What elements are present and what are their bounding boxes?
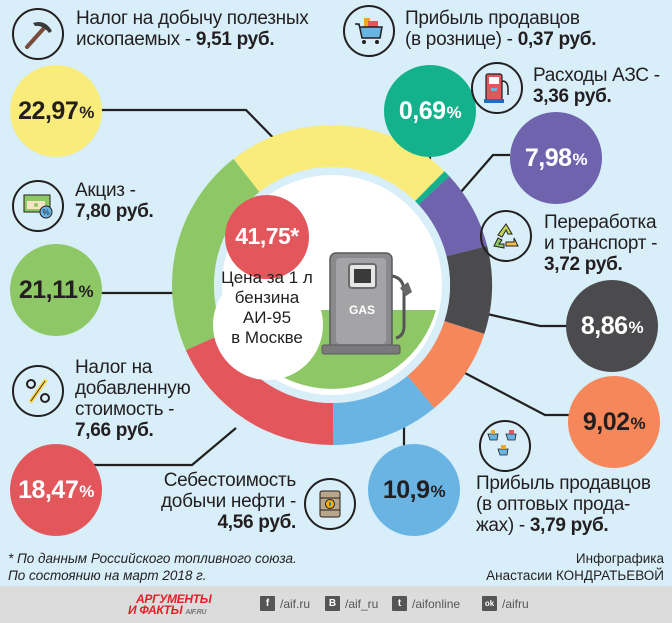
label-mining-tax: Налог на добычу полезных ископаемых - 9,… xyxy=(76,8,309,50)
social-facebook[interactable]: f /aif.ru xyxy=(260,596,310,611)
excise-card-icon: % xyxy=(12,180,64,232)
recycle-icon xyxy=(480,210,532,262)
donut-segment xyxy=(172,158,260,351)
social-twitter[interactable]: t /aifonline xyxy=(392,596,460,611)
pct-circle-mining-tax: 22,97% xyxy=(10,65,102,157)
pct-circle-retail-profit: 0,69% xyxy=(384,65,476,157)
vk-icon: В xyxy=(325,596,340,611)
twitter-icon: t xyxy=(392,596,407,611)
donut-segment xyxy=(418,176,488,257)
donut-segment xyxy=(407,321,485,409)
pickaxe-icon xyxy=(12,8,64,60)
svg-text:%: % xyxy=(42,208,49,217)
facebook-icon: f xyxy=(260,596,275,611)
oil-barrel-icon xyxy=(304,478,356,530)
label-station-costs: Расходы АЗС - 3,36 руб. xyxy=(533,65,660,107)
pct-circle-excise: 21,11% xyxy=(10,244,102,336)
pct-circle-processing: 8,86% xyxy=(566,280,658,372)
pump-label: GAS xyxy=(349,303,375,317)
pct-circle-wholesale-profit: 9,02% xyxy=(568,376,660,468)
label-wholesale-profit: Прибыль продавцов (в оптовых прода- жах)… xyxy=(476,473,651,536)
pct-circle-extraction-cost: 10,9% xyxy=(368,444,460,536)
shopping-cart-icon xyxy=(343,5,395,57)
pct-circle-vat: 18,47% xyxy=(10,444,102,536)
social-odnoklassniki[interactable]: ok /aifru xyxy=(482,596,529,611)
label-excise: Акциз - 7,80 руб. xyxy=(75,180,154,222)
odnoklassniki-icon: ok xyxy=(482,596,497,611)
donut-segment xyxy=(185,332,334,446)
price-badge xyxy=(225,195,309,279)
price-caption: Цена за 1 л бензина АИ-95 в Москве xyxy=(221,268,313,347)
label-retail-profit: Прибыль продавцов (в рознице) - 0,37 руб… xyxy=(405,8,597,50)
label-processing: Переработка и транспорт - 3,72 руб. xyxy=(544,212,658,275)
social-vk[interactable]: В /aif_ru xyxy=(325,596,378,611)
percent-icon xyxy=(12,365,64,417)
donut-segment xyxy=(444,246,492,334)
label-extraction-cost: Себестоимость добычи нефти - 4,56 руб. xyxy=(161,470,296,533)
donut-segment xyxy=(233,125,445,202)
wholesale-carts-icon xyxy=(479,420,531,472)
pct-circle-station-costs: 7,98% xyxy=(510,112,602,204)
aif-logo[interactable]: АРГУМЕНТЫ И ФАКТЫ AIF.RU xyxy=(128,592,212,617)
donut-segment xyxy=(333,375,435,445)
author-credit: Инфографика Анастасии КОНДРАТЬЕВОЙ xyxy=(486,551,664,583)
donut-segment xyxy=(414,171,450,205)
fuel-pump-icon xyxy=(471,62,523,114)
source-note: * По данным Российского топливного союза… xyxy=(8,551,297,583)
label-vat: Налог на добавленную стоимость - 7,66 ру… xyxy=(75,357,191,441)
price-value: 41,75* xyxy=(235,223,299,249)
gas-pump-icon: GAS xyxy=(321,252,412,355)
donut-ring xyxy=(172,125,492,446)
